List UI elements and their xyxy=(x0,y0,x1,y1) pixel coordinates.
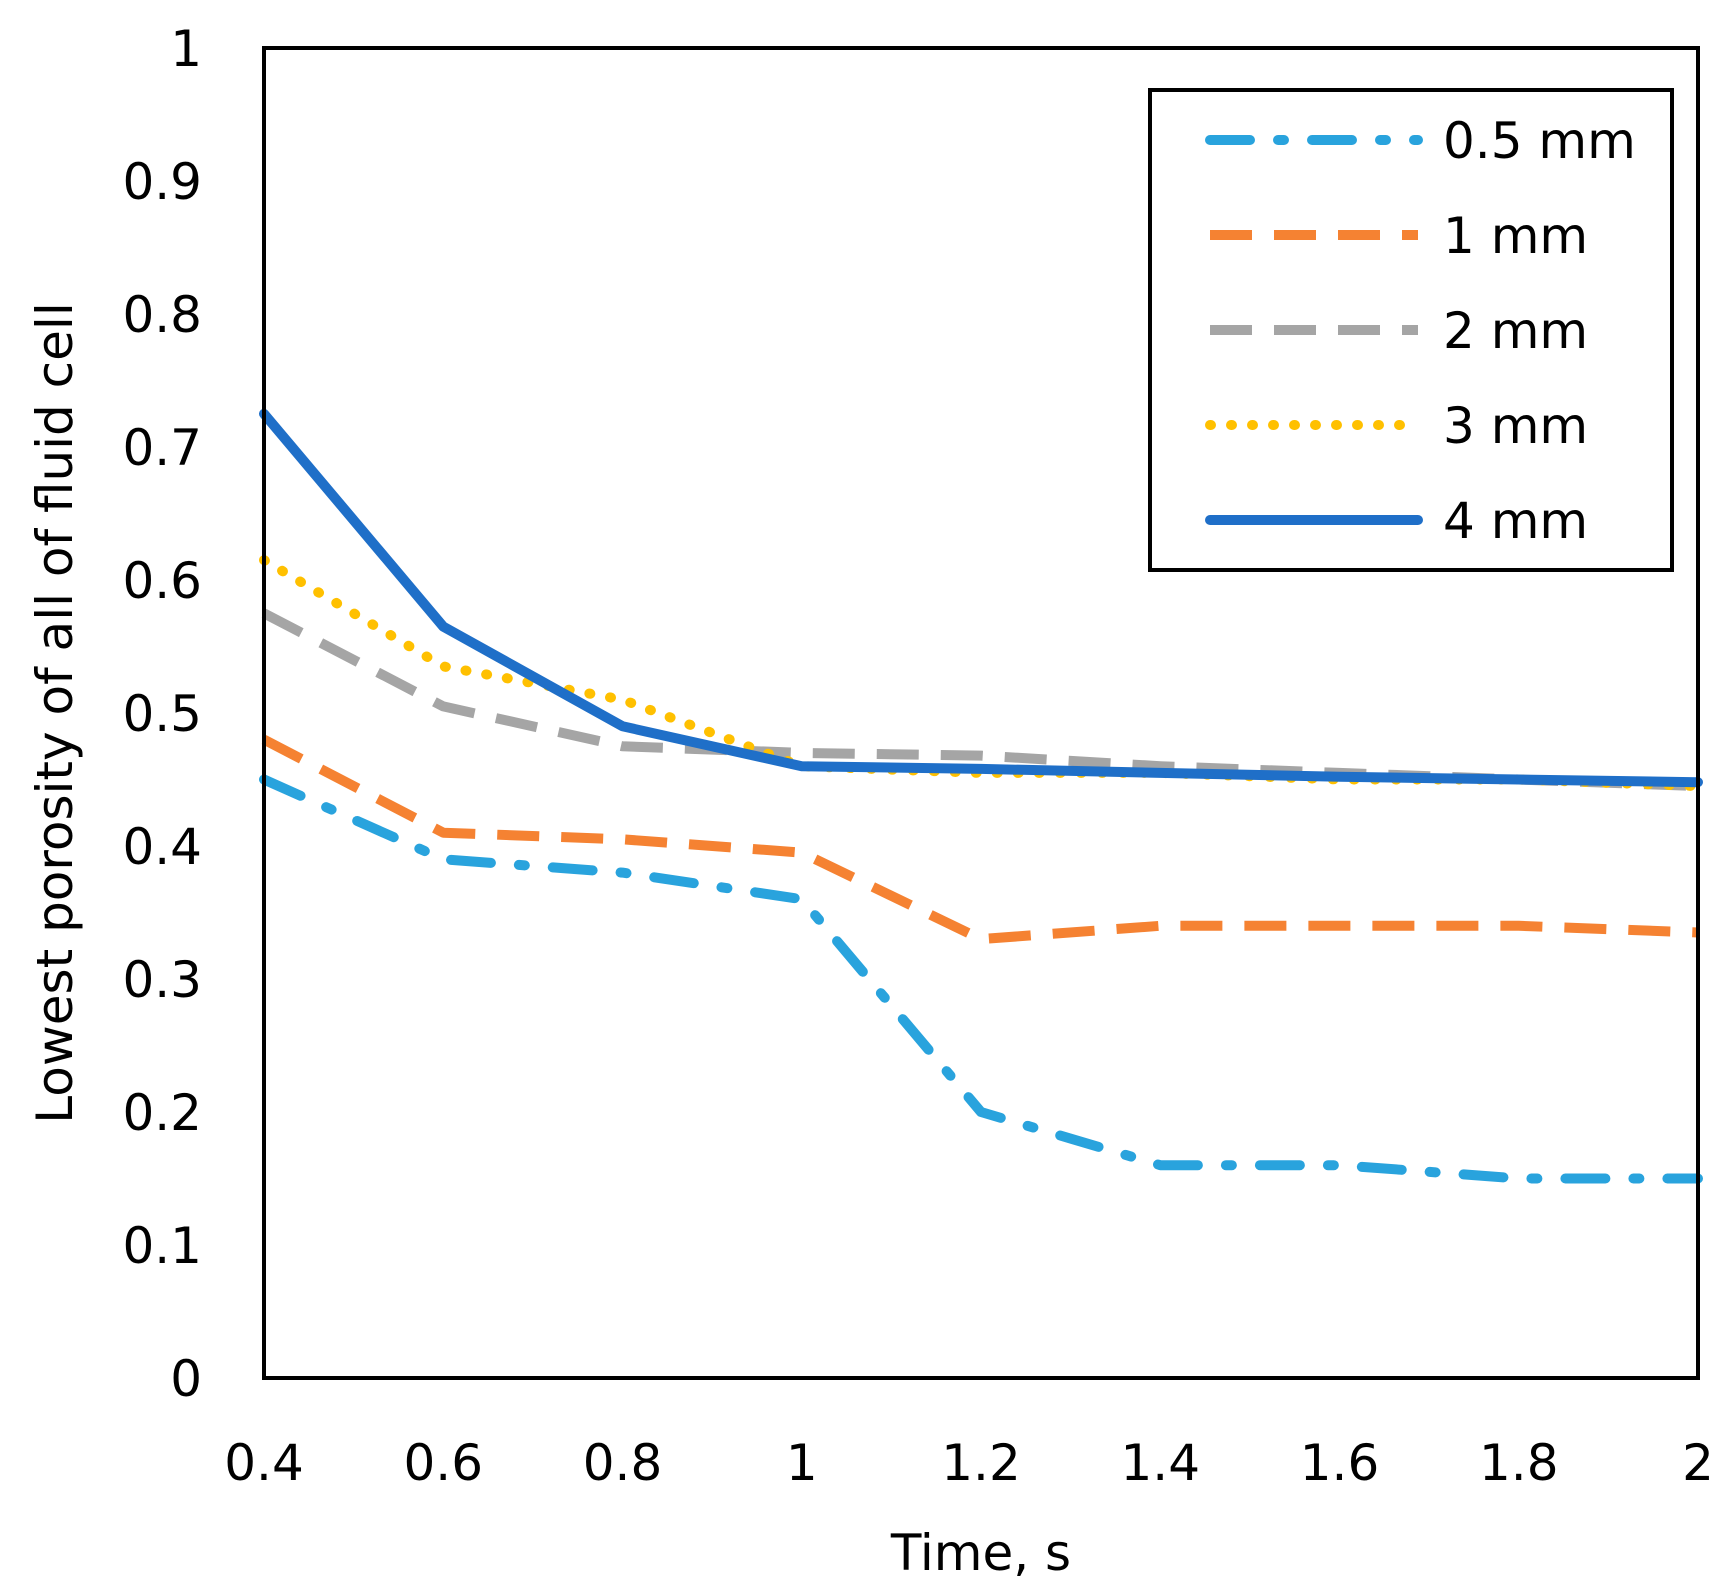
legend-items: 0.5 mm 1 mm 2 mm 3 mm 4 mm xyxy=(1205,112,1636,550)
y-tick-label: 0.2 xyxy=(122,1084,202,1142)
x-tick-label: 2 xyxy=(1682,1434,1714,1492)
y-axis-title: Lowest porosity of all of fluid cell xyxy=(26,302,84,1123)
y-tick-label: 0.6 xyxy=(122,552,202,610)
y-tick-label: 0.1 xyxy=(122,1217,202,1275)
x-axis-title: Time, s xyxy=(890,1524,1071,1582)
y-tick-label: 0.7 xyxy=(122,419,202,477)
x-tick-label: 0.8 xyxy=(583,1434,663,1492)
x-tick-label: 1.8 xyxy=(1479,1434,1559,1492)
series-line-4-mm xyxy=(259,408,1703,788)
y-tick-label: 1 xyxy=(170,20,202,78)
y-tick-label: 0.5 xyxy=(122,685,202,743)
x-tick-label: 1.6 xyxy=(1300,1434,1380,1492)
x-tick-label: 1.4 xyxy=(1120,1434,1200,1492)
legend-label: 1 mm xyxy=(1443,207,1588,265)
legend-label: 2 mm xyxy=(1443,302,1588,360)
y-tick-label: 0.3 xyxy=(122,951,202,1009)
y-tick-label: 0 xyxy=(170,1350,202,1408)
y-tick-label: 0.8 xyxy=(122,286,202,344)
series-line-0-5-mm xyxy=(259,774,1703,1184)
x-tick-label: 1 xyxy=(786,1434,818,1492)
x-tick-label: 0.6 xyxy=(403,1434,483,1492)
x-tick-label: 0.4 xyxy=(224,1434,304,1492)
plot-area-frame xyxy=(262,46,1700,1380)
series-line-2-mm xyxy=(261,608,1699,792)
legend-label: 0.5 mm xyxy=(1443,112,1636,170)
y-axis-ticks: 0 0.1 0.2 0.3 0.4 0.5 0.6 0.7 0.8 0.9 1 xyxy=(122,20,202,1408)
x-axis-ticks: 0.4 0.6 0.8 1 1.2 1.4 1.6 1.8 2 xyxy=(224,1434,1714,1492)
legend-label: 4 mm xyxy=(1443,492,1588,550)
series-layer xyxy=(259,408,1703,1184)
series-line-1-mm xyxy=(261,735,1699,945)
legend: 0.5 mm 1 mm 2 mm 3 mm 4 mm xyxy=(1148,88,1674,572)
x-tick-label: 1.2 xyxy=(941,1434,1021,1492)
y-tick-label: 0.4 xyxy=(122,818,202,876)
y-tick-label: 0.9 xyxy=(122,153,202,211)
legend-label: 3 mm xyxy=(1443,397,1588,455)
